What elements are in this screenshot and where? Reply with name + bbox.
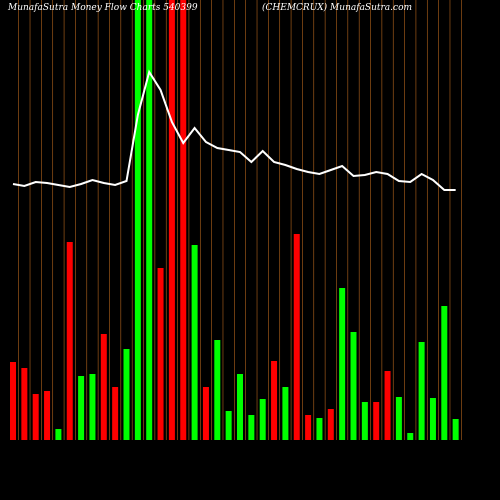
bar (237, 374, 243, 440)
bar (112, 387, 119, 440)
bar (66, 242, 73, 440)
bar (452, 419, 459, 440)
bar (10, 362, 16, 440)
bar (78, 376, 85, 440)
bar (55, 429, 62, 440)
bar (44, 391, 51, 440)
bar (350, 332, 357, 440)
bar (123, 349, 130, 440)
bar (134, 0, 141, 440)
bar (100, 334, 107, 440)
bar (180, 0, 187, 440)
bar (168, 0, 175, 440)
bar (418, 342, 425, 440)
bar (89, 374, 96, 440)
money-flow-line (12, 69, 456, 191)
bar (361, 402, 368, 440)
bar (316, 418, 323, 440)
bar (146, 0, 153, 440)
bar (429, 398, 436, 440)
bar (248, 415, 255, 440)
bar (271, 361, 278, 440)
bar (202, 387, 209, 440)
bar (282, 387, 289, 440)
bar (157, 268, 164, 440)
chart-title: MunafaSutra Money Flow Charts 540399 (7, 3, 198, 13)
bar (441, 306, 448, 440)
bar (339, 288, 346, 440)
bar (395, 397, 402, 440)
chart-subtitle: (CHEMCRUX) MunafaSutra.com (262, 2, 412, 13)
bar (305, 415, 312, 440)
bar (191, 245, 198, 440)
bar (21, 368, 28, 440)
bar (214, 340, 221, 440)
bar (407, 433, 414, 440)
bar (384, 371, 391, 440)
bar (293, 234, 300, 440)
bar (32, 394, 39, 440)
bar (327, 409, 334, 440)
bar (373, 402, 380, 440)
bar (225, 411, 232, 440)
bar (259, 399, 266, 440)
